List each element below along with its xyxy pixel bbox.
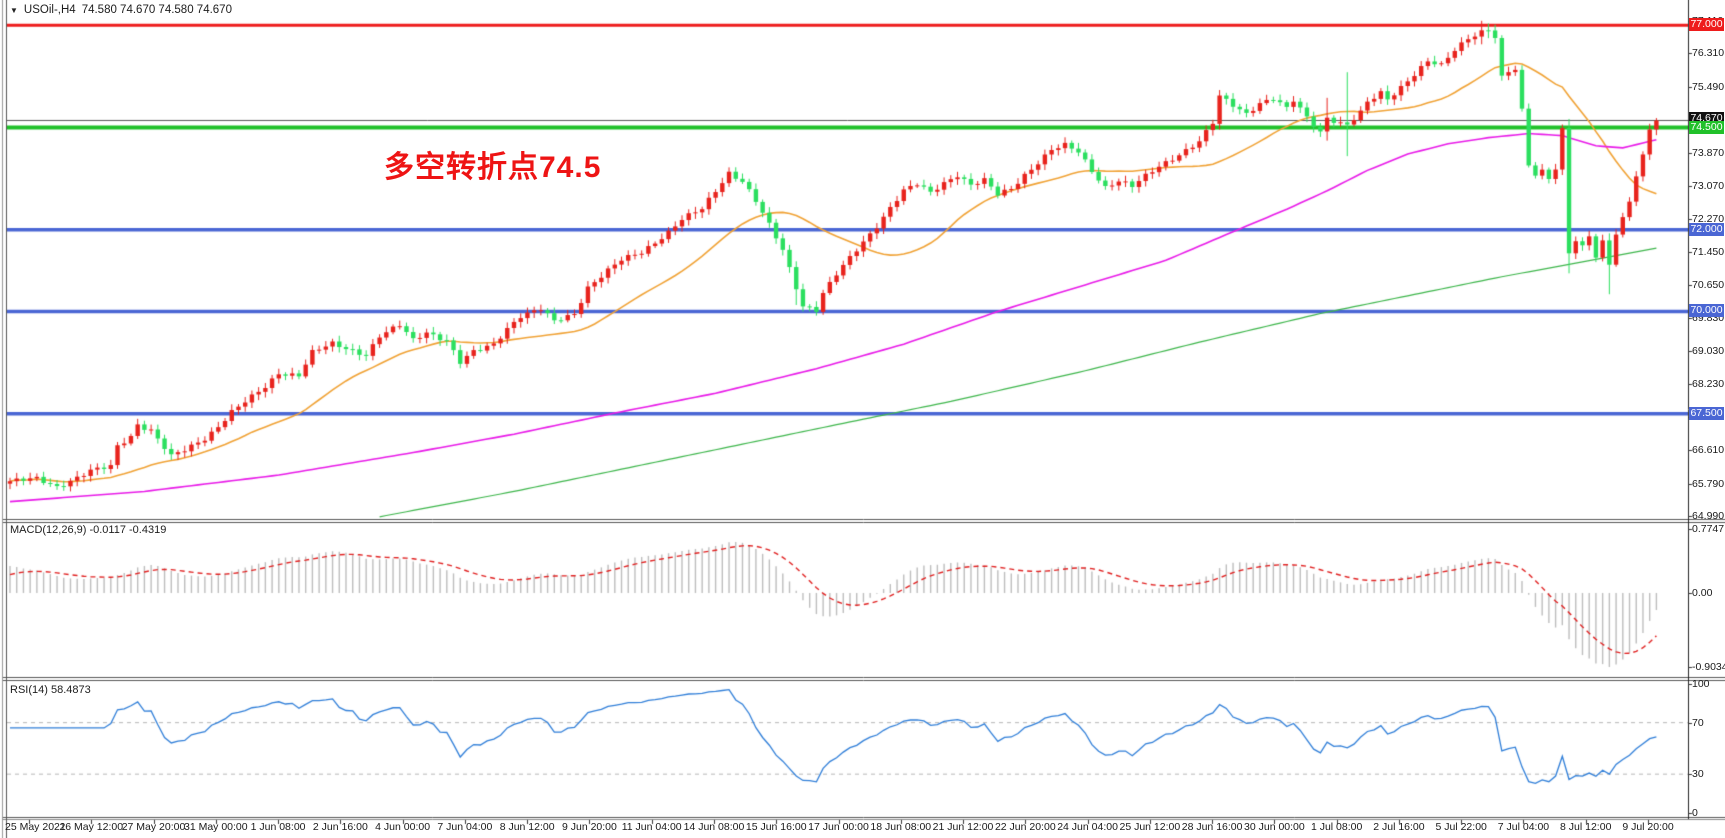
chart-annotation-text: 多空转折点74.5 (384, 151, 602, 184)
time-axis-tick: 4 Jun 00:00 (375, 821, 431, 833)
price-axis[interactable]: 77.11076.31075.49074.67073.87073.07072.2… (1689, 0, 1725, 838)
time-axis-tick: 25 May 2021 (5, 821, 66, 833)
time-axis-tick: 1 Jul 08:00 (1310, 821, 1363, 833)
macd-axis-tick: 0.00 (1692, 587, 1713, 599)
time-axis-tick: 15 Jun 16:00 (745, 821, 807, 833)
price-axis-tick: 71.450 (1692, 246, 1725, 259)
time-axis-tick: 21 Jun 12:00 (932, 821, 994, 833)
time-axis-tick: 14 Jun 08:00 (683, 821, 745, 833)
time-axis-tick: 1 Jun 08:00 (250, 821, 306, 833)
time-axis[interactable]: 25 May 2021 26 May 12:00 27 May 20:00 31 Ma… (0, 820, 1725, 838)
price-axis-tick: 76.310 (1692, 47, 1725, 60)
macd-indicator-label: MACD(12,26,9) -0.0117 -0.4319 (10, 524, 167, 536)
price-axis-tick: 66.610 (1692, 444, 1725, 457)
price-axis-tick: 70.650 (1692, 278, 1725, 291)
price-axis-tick: 73.070 (1692, 179, 1725, 192)
time-axis-tick: 27 May 20:00 (121, 821, 186, 833)
time-axis-tick: 2 Jun 16:00 (312, 821, 368, 833)
time-axis-tick: 28 Jun 16:00 (1181, 821, 1243, 833)
price-level-label: 70.000 (1689, 304, 1724, 318)
price-level-label: 72.000 (1689, 222, 1724, 236)
macd-axis-tick: 0.7747 (1692, 523, 1725, 535)
time-axis-tick: 30 Jun 00:00 (1244, 821, 1305, 833)
time-axis-tick: 31 May 00:00 (183, 821, 248, 833)
time-axis-tick: 18 Jun 08:00 (870, 821, 932, 833)
time-axis-tick: 24 Jun 04:00 (1057, 821, 1118, 833)
price-axis-tick: 73.870 (1692, 147, 1725, 160)
symbol-timeframe-label: USOil-,H4 (23, 4, 76, 16)
rsi-axis-tick: 0 (1692, 806, 1698, 819)
time-axis-tick: 11 Jun 04:00 (621, 821, 682, 833)
time-axis-tick: 25 Jun 12:00 (1119, 821, 1181, 833)
time-axis-tick: 2 Jul 16:00 (1373, 821, 1425, 833)
price-axis-tick: 64.990 (1692, 510, 1725, 523)
price-axis-tick: 75.490 (1692, 80, 1725, 93)
time-axis-tick: 22 Jun 20:00 (994, 821, 1056, 833)
rsi-axis-tick: 30 (1692, 768, 1704, 781)
time-axis-tick: 8 Jun 12:00 (499, 821, 555, 833)
time-axis-tick: 9 Jul 20:00 (1622, 821, 1674, 833)
chart-title-bar: ▼ USOil-,H4 74.580 74.670 74.580 74.670 (10, 2, 232, 18)
symbol-dropdown-icon[interactable]: ▼ (10, 5, 18, 15)
time-axis-tick: 5 Jul 22:00 (1435, 821, 1487, 833)
rsi-axis-tick: 100 (1692, 678, 1710, 690)
price-axis-tick: 65.790 (1692, 477, 1725, 490)
time-axis-tick: 9 Jun 20:00 (561, 821, 617, 833)
time-axis-tick: 7 Jul 04:00 (1497, 821, 1550, 833)
time-axis-tick: 7 Jun 04:00 (437, 821, 493, 833)
price-level-label: 74.500 (1689, 121, 1724, 135)
time-axis-tick: 26 May 12:00 (59, 821, 124, 833)
price-axis-tick: 72.270 (1692, 212, 1725, 225)
rsi-axis-tick: 70 (1692, 716, 1704, 729)
time-axis-tick: 17 Jun 00:00 (808, 821, 869, 833)
macd-axis-tick: -0.9034 (1692, 661, 1725, 673)
time-axis-tick: 8 Jul 12:00 (1560, 821, 1612, 833)
price-axis-tick: 69.030 (1692, 345, 1725, 358)
price-axis-tick: 68.230 (1692, 377, 1725, 390)
rsi-indicator-label: RSI(14) 58.4873 (10, 684, 91, 696)
ohlc-values: 74.580 74.670 74.580 74.670 (81, 4, 232, 16)
price-level-label: 67.500 (1689, 406, 1724, 420)
price-level-label: 77.000 (1689, 18, 1724, 32)
